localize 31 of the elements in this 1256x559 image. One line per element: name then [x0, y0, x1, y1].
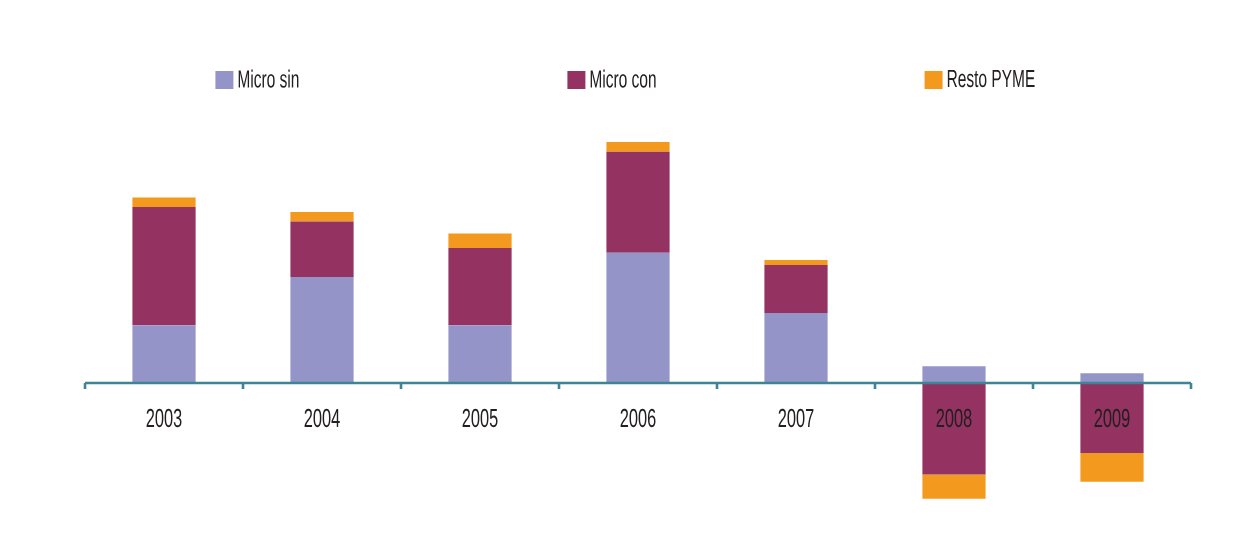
bar	[606, 151, 670, 253]
bar	[448, 248, 512, 326]
bar	[132, 207, 196, 326]
bar	[290, 221, 354, 277]
legend-label: Micro sin	[238, 69, 299, 88]
bar	[606, 252, 670, 383]
x-tick-label: 2008	[936, 408, 972, 428]
bar	[606, 142, 670, 152]
bar	[448, 233, 512, 249]
bar	[1080, 373, 1144, 383]
bar	[290, 276, 354, 383]
bar	[1080, 452, 1144, 482]
bar	[290, 211, 354, 222]
bar	[922, 383, 986, 475]
bar	[922, 366, 986, 383]
legend-label: Resto PYME	[947, 70, 1035, 88]
x-tick-label: 2004	[304, 408, 340, 428]
x-tick-label: 2003	[146, 408, 182, 428]
legend-label: Micro con	[590, 69, 656, 88]
bar	[1080, 383, 1144, 453]
x-tick-label: 2007	[778, 408, 814, 428]
bar	[764, 260, 828, 265]
x-tick-label: 2005	[462, 408, 498, 428]
bar	[132, 325, 196, 383]
x-tick-label: 2006	[620, 408, 656, 428]
x-tick-label: 2009	[1094, 408, 1130, 428]
bar	[448, 325, 512, 383]
bar	[132, 197, 196, 208]
bar	[764, 264, 828, 314]
bar	[922, 474, 986, 499]
bar	[764, 313, 828, 383]
